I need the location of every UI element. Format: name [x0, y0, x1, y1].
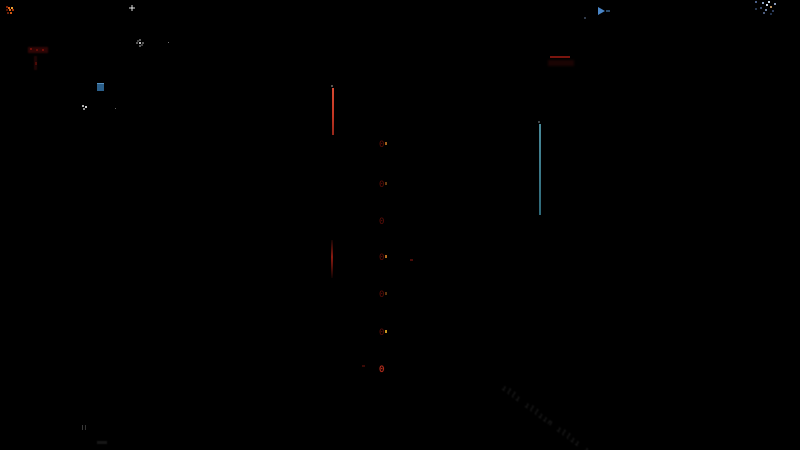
play-arrow-icon[interactable] [598, 7, 605, 15]
star-speck [131, 7, 133, 9]
red-dash-smear [548, 60, 574, 66]
hud-readout-value: 0 [379, 140, 386, 150]
red-text-smear [28, 47, 48, 53]
hud-readout: 0 [379, 291, 393, 301]
teal-vertical-marker [539, 124, 541, 215]
faint-smudge [97, 441, 107, 444]
hud-readout: 0 [379, 366, 393, 376]
red-vertical-smear-dot [35, 62, 37, 65]
hud-readout-value: 0 [379, 290, 386, 300]
hud-readout: 0 [379, 181, 393, 191]
hud-readout: 0 [379, 218, 393, 228]
star-speck [168, 42, 169, 43]
spark-pixel [331, 85, 333, 87]
orange-dot [385, 142, 388, 145]
flame-app-icon[interactable] [6, 6, 8, 8]
blue-square-icon[interactable] [97, 83, 104, 91]
star-speck [584, 17, 586, 19]
spark-pixel [538, 121, 540, 123]
diagonal-watermark: ıllı ıllıın ıllıı ıılı ıl [500, 384, 620, 450]
red-text-smear-dots [30, 48, 32, 50]
yellow-dot [385, 330, 388, 333]
hud-readout: 0 [379, 141, 393, 151]
hud-readout-value: 0 [379, 328, 386, 338]
red-speck [362, 365, 365, 367]
play-arrow-tail [606, 10, 610, 12]
hud-readout-value: 0 [379, 365, 386, 375]
hud-readout-value: 0 [379, 253, 386, 263]
red-dash-marker [550, 56, 570, 58]
hud-readout: 0 [379, 329, 393, 339]
hud-readout: 0 [379, 254, 393, 264]
white-speck-cluster [82, 105, 84, 107]
hud-readout-value: 0 [379, 217, 386, 227]
orange-dot [385, 292, 388, 295]
galaxy-thumbnail-icon[interactable] [755, 1, 757, 3]
red-speck [410, 259, 413, 261]
star-speck [115, 108, 116, 109]
red-vertical-marker-lower [331, 240, 333, 278]
faint-bars [82, 425, 83, 430]
red-vertical-marker-upper [332, 88, 334, 135]
star-speck [139, 42, 141, 44]
hud-readout-value: 0 [379, 180, 386, 190]
orange-dot [385, 255, 388, 258]
orange-dot [385, 182, 388, 185]
